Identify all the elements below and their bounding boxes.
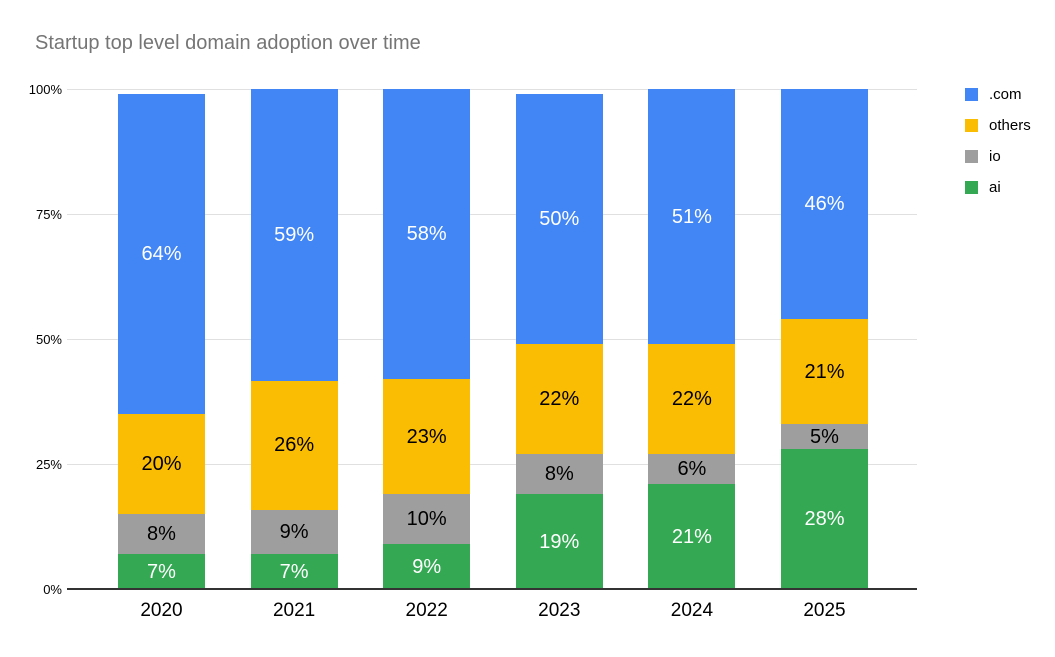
bar-segment-2024-ai: 21% bbox=[648, 484, 736, 589]
bar-segment-2024-io: 6% bbox=[648, 454, 736, 484]
x-axis-tick-label-2024: 2024 bbox=[670, 600, 714, 621]
bar-segment-2022-com: 58% bbox=[383, 89, 471, 379]
legend-swatch-icon bbox=[965, 150, 978, 163]
data-label-2024-others: 22% bbox=[671, 388, 712, 410]
legend-item-ai: ai bbox=[965, 179, 1031, 196]
data-label-2021-com: 59% bbox=[274, 224, 315, 247]
gridline-100 bbox=[67, 88, 917, 90]
x-axis-line bbox=[67, 588, 917, 590]
data-label-2023-io: 8% bbox=[544, 463, 574, 485]
legend-item-io: io bbox=[965, 148, 1031, 165]
data-label-2025-com: 46% bbox=[804, 193, 845, 215]
bar-segment-2022-io: 10% bbox=[383, 494, 471, 544]
bar-segment-2020-com: 64% bbox=[118, 94, 205, 414]
data-label-2023-ai: 19% bbox=[539, 530, 580, 553]
y-axis-tick-label-50: 50% bbox=[35, 331, 62, 347]
x-axis-tick-label-2020: 2020 bbox=[140, 600, 183, 621]
bar-segment-2022-others: 23% bbox=[383, 379, 471, 494]
y-axis-tick-label-75: 75% bbox=[35, 206, 62, 222]
bar-segment-2020-ai: 7% bbox=[118, 554, 205, 589]
data-label-2024-ai: 21% bbox=[671, 525, 712, 548]
y-axis-tick-label-100: 100% bbox=[28, 81, 62, 97]
y-axis-tick-label-0: 0% bbox=[43, 581, 62, 597]
x-axis-tick-label-2021: 2021 bbox=[272, 600, 316, 621]
data-label-2020-io: 8% bbox=[147, 523, 176, 545]
bar-segment-2020-io: 8% bbox=[118, 514, 205, 554]
data-label-2020-others: 20% bbox=[141, 453, 182, 475]
bar-segment-2023-ai: 19% bbox=[515, 494, 603, 589]
bar-segment-2023-com: 50% bbox=[515, 94, 603, 344]
bar-segment-2022-ai: 9% bbox=[383, 544, 471, 589]
legend-label: ai bbox=[989, 179, 1001, 196]
legend-item-com: .com bbox=[965, 86, 1031, 103]
bar-segment-2025-com: 46% bbox=[781, 89, 868, 319]
data-label-2025-ai: 28% bbox=[804, 508, 845, 530]
legend-label: io bbox=[989, 148, 1001, 165]
bar-segment-2021-io: 9% bbox=[250, 509, 338, 555]
x-axis-tick-label-2023: 2023 bbox=[538, 600, 581, 621]
bar-segment-2021-ai: 7% bbox=[250, 554, 338, 589]
bar-segment-2023-others: 22% bbox=[515, 344, 603, 454]
data-label-2024-io: 6% bbox=[677, 458, 707, 480]
y-axis-tick-label-25: 25% bbox=[35, 456, 62, 472]
data-label-2020-com: 64% bbox=[141, 243, 182, 265]
data-label-2023-others: 22% bbox=[539, 388, 580, 410]
data-label-2023-com: 50% bbox=[539, 208, 580, 230]
legend: .com others io ai bbox=[965, 86, 1031, 210]
bar-2023: 50% 22% 8% 19% bbox=[515, 94, 603, 589]
data-label-2022-others: 23% bbox=[406, 425, 447, 448]
bar-2025: 46% 21% 5% 28% bbox=[781, 89, 868, 589]
bar-segment-2024-others: 22% bbox=[648, 344, 736, 454]
bar-segment-2020-others: 20% bbox=[118, 414, 205, 514]
data-label-2024-com: 51% bbox=[671, 205, 712, 228]
chart-title: Startup top level domain adoption over t… bbox=[35, 32, 421, 54]
data-label-2022-com: 58% bbox=[406, 223, 447, 245]
gridline-75 bbox=[67, 213, 917, 215]
bar-segment-2023-io: 8% bbox=[515, 454, 603, 494]
data-label-2021-ai: 7% bbox=[279, 560, 309, 583]
legend-swatch-icon bbox=[965, 119, 978, 132]
gridline-25 bbox=[67, 463, 917, 465]
bar-2024: 51% 22% 6% 21% bbox=[648, 89, 736, 589]
bar-segment-2025-ai: 28% bbox=[781, 449, 868, 589]
legend-label: .com bbox=[989, 86, 1022, 103]
bar-segment-2025-others: 21% bbox=[781, 319, 868, 424]
data-label-2020-ai: 7% bbox=[147, 560, 176, 583]
data-label-2025-others: 21% bbox=[804, 360, 845, 383]
x-axis-tick-label-2025: 2025 bbox=[803, 600, 846, 621]
bar-segment-2021-com: 59% bbox=[250, 89, 338, 382]
data-label-2021-others: 26% bbox=[274, 434, 315, 457]
bar-2022: 58% 23% 10% 9% bbox=[383, 89, 471, 589]
legend-item-others: others bbox=[965, 117, 1031, 134]
data-label-2022-io: 10% bbox=[406, 508, 447, 530]
legend-label: others bbox=[989, 117, 1031, 134]
legend-swatch-icon bbox=[965, 88, 978, 101]
legend-swatch-icon bbox=[965, 181, 978, 194]
data-label-2021-io: 9% bbox=[279, 521, 309, 544]
bar-segment-2025-io: 5% bbox=[781, 424, 868, 449]
data-label-2022-ai: 9% bbox=[412, 555, 442, 578]
bar-2020: 64% 20% 8% 7% bbox=[118, 94, 205, 589]
bar-2021: 59% 26% 9% 7% bbox=[250, 89, 338, 589]
x-axis-tick-label-2022: 2022 bbox=[405, 600, 448, 621]
bar-segment-2024-com: 51% bbox=[648, 89, 736, 344]
data-label-2025-io: 5% bbox=[810, 425, 839, 448]
bar-segment-2021-others: 26% bbox=[250, 381, 338, 510]
gridline-50 bbox=[67, 338, 917, 340]
